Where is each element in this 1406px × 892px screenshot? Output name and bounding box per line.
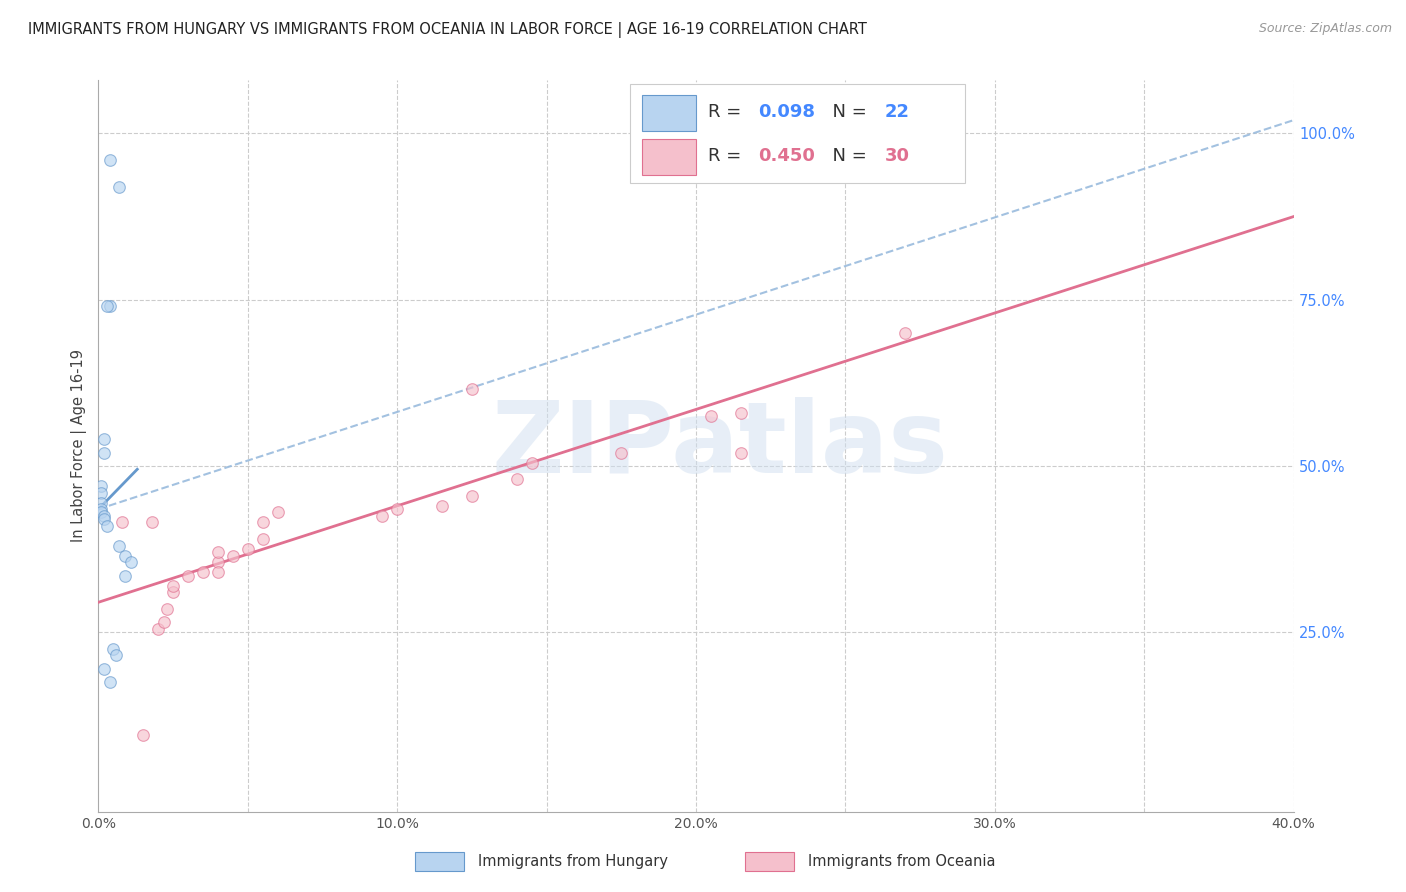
Point	[894, 326, 917, 340]
Point	[153, 615, 176, 630]
Point	[506, 472, 529, 486]
Point	[114, 568, 136, 582]
Point	[371, 508, 394, 523]
Point	[730, 406, 752, 420]
Point	[93, 662, 115, 676]
Text: ZIPatlas: ZIPatlas	[492, 398, 948, 494]
Point	[430, 499, 453, 513]
Point	[93, 445, 115, 459]
Point	[461, 489, 484, 503]
Point	[96, 299, 118, 313]
Text: R =: R =	[709, 146, 747, 165]
Point	[108, 179, 131, 194]
Point	[120, 555, 142, 569]
Text: Immigrants from Oceania: Immigrants from Oceania	[808, 855, 995, 869]
Point	[162, 579, 184, 593]
Text: 0.098: 0.098	[758, 103, 815, 120]
Point	[96, 518, 118, 533]
Y-axis label: In Labor Force | Age 16-19: In Labor Force | Age 16-19	[72, 350, 87, 542]
Point	[100, 675, 122, 690]
Text: N =: N =	[821, 103, 873, 120]
Text: N =: N =	[821, 146, 873, 165]
Point	[114, 549, 136, 563]
Point	[148, 622, 170, 636]
Point	[132, 728, 155, 742]
Bar	[643, 139, 696, 176]
FancyBboxPatch shape	[630, 84, 965, 183]
Point	[610, 445, 633, 459]
Point	[207, 566, 229, 580]
Point	[156, 602, 179, 616]
Point	[385, 502, 409, 516]
Point	[267, 506, 290, 520]
Point	[177, 568, 200, 582]
Text: 0.450: 0.450	[758, 146, 815, 165]
Point	[207, 555, 229, 569]
Point	[730, 445, 752, 459]
Point	[236, 542, 259, 557]
Text: 30: 30	[884, 146, 910, 165]
Point	[90, 495, 112, 509]
Text: Immigrants from Hungary: Immigrants from Hungary	[478, 855, 668, 869]
Text: IMMIGRANTS FROM HUNGARY VS IMMIGRANTS FROM OCEANIA IN LABOR FORCE | AGE 16-19 CO: IMMIGRANTS FROM HUNGARY VS IMMIGRANTS FR…	[28, 22, 868, 38]
Point	[252, 532, 274, 546]
Point	[103, 641, 125, 656]
Text: R =: R =	[709, 103, 747, 120]
Point	[100, 153, 122, 167]
Bar	[643, 95, 696, 131]
Point	[93, 433, 115, 447]
Point	[108, 539, 131, 553]
Text: 22: 22	[884, 103, 910, 120]
Point	[90, 502, 112, 516]
Point	[222, 549, 245, 563]
Point	[90, 485, 112, 500]
Point	[90, 506, 112, 520]
Point	[252, 516, 274, 530]
Point	[141, 516, 163, 530]
Point	[105, 648, 128, 663]
Point	[191, 566, 214, 580]
Point	[700, 409, 723, 423]
Point	[100, 299, 122, 313]
Point	[520, 456, 543, 470]
Point	[207, 545, 229, 559]
Point	[90, 479, 112, 493]
Point	[93, 508, 115, 523]
Text: Source: ZipAtlas.com: Source: ZipAtlas.com	[1258, 22, 1392, 36]
Point	[93, 512, 115, 526]
Point	[461, 383, 484, 397]
Point	[111, 516, 134, 530]
Point	[162, 585, 184, 599]
